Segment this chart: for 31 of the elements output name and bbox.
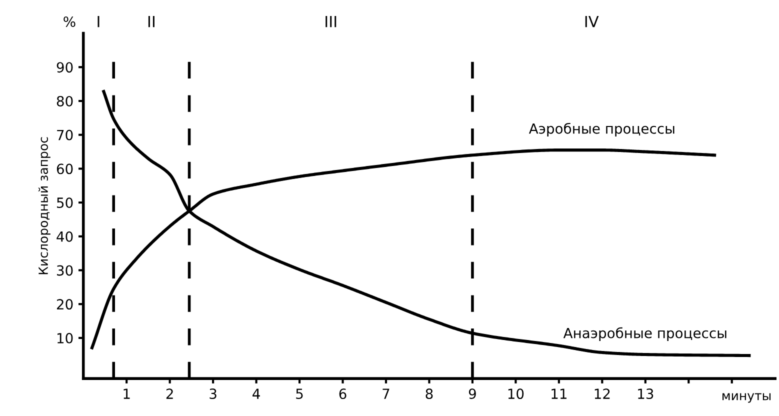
series-label: Аэробные процессы [528,122,674,137]
x-tick-label: 4 [252,388,260,399]
y-axis-title: Кислородный запрос [38,137,50,274]
x-tick-label: 6 [339,388,346,400]
series-label: Анаэробные процессы [563,327,726,341]
y-tick-label: 60 [56,164,73,174]
text: III [326,16,336,28]
y-tick-label: 90 [56,62,73,73]
y-tick-label: 40 [56,231,73,242]
text: II [148,16,154,28]
x-tick-label: 13 [638,388,654,400]
y-tick-label: 50 [57,198,73,208]
x-tick-label: 5 [296,388,303,400]
text: % [64,16,76,27]
x-axis-title: минуты [722,393,771,403]
text: IV [585,16,599,28]
y-tick-label: 70 [57,130,73,140]
y-tick-label: 30 [57,265,73,276]
y-tick-label: 80 [56,96,73,106]
x-tick-label: 11 [552,388,566,399]
x-tick-label: 7 [382,388,390,399]
x-tick-label: 2 [166,388,173,399]
x-tick-label: 3 [210,388,216,400]
text: I [98,16,100,28]
x-tick-label: 9 [468,388,476,400]
y-tick-label: 20 [56,299,73,310]
x-tick-label: 1 [124,388,130,399]
x-tick-label: 8 [426,388,433,400]
y-tick-label: 10 [57,332,73,344]
x-tick-label: 10 [508,388,524,400]
x-tick-label: 12 [594,388,610,399]
